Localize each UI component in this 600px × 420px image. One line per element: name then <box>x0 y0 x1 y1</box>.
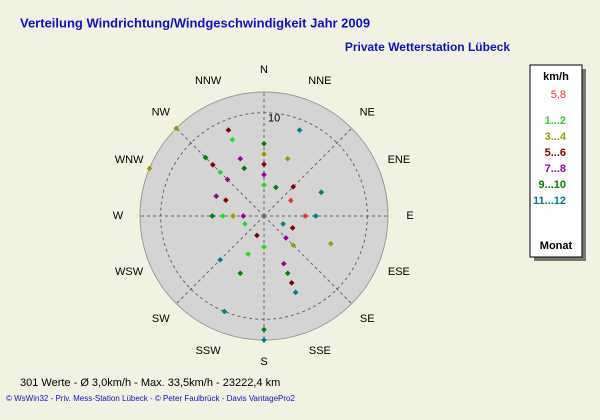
wind-point <box>202 154 209 161</box>
wind-point <box>219 213 226 219</box>
spoke <box>263 127 353 217</box>
r-tick-label: 10 <box>268 113 280 125</box>
wind-point <box>261 337 267 343</box>
direction-label: NNE <box>308 75 331 87</box>
wind-point <box>289 225 296 231</box>
direction-label: NW <box>152 107 171 119</box>
wind-point <box>318 189 325 196</box>
credits: © WsWin32 - Priv. Mess-Station Lübeck - … <box>6 394 295 403</box>
direction-label: NE <box>360 107 375 119</box>
wind-point <box>240 213 247 219</box>
wind-point <box>217 169 223 175</box>
direction-label: NNW <box>195 75 222 87</box>
wind-point <box>210 162 216 168</box>
wind-point <box>284 270 291 277</box>
grid-ring <box>160 112 368 320</box>
wind-point <box>225 127 232 133</box>
wind-point <box>261 182 267 188</box>
wind-point <box>173 125 180 132</box>
legend-box <box>529 64 583 258</box>
direction-label: W <box>113 210 124 222</box>
direction-label: WNW <box>115 154 144 166</box>
wind-point <box>217 257 223 263</box>
wind-point <box>261 244 267 250</box>
wind-point <box>302 213 309 219</box>
spoke <box>263 215 353 305</box>
direction-label: SSW <box>196 345 222 357</box>
legend-entry: 7...8 <box>545 163 566 175</box>
wind-point <box>224 176 231 183</box>
wind-point <box>221 308 228 315</box>
wind-point <box>292 289 299 296</box>
wind-point <box>229 136 236 143</box>
direction-label: N <box>260 64 268 76</box>
direction-label: S <box>260 356 267 368</box>
wind-point <box>261 326 267 333</box>
wind-point <box>327 240 334 247</box>
wind-point <box>237 270 244 277</box>
wind-point <box>261 140 267 147</box>
direction-label: ESE <box>388 266 410 278</box>
wind-point <box>273 184 279 191</box>
wind-point <box>213 193 220 200</box>
wind-point <box>222 197 229 204</box>
wind-point <box>296 127 303 133</box>
wind-point <box>290 242 297 249</box>
wind-point <box>261 151 267 157</box>
direction-label: SW <box>152 313 170 325</box>
wind-point <box>230 213 236 219</box>
wind-point <box>283 235 289 241</box>
chart-subtitle: Private Wetterstation Lübeck <box>345 40 510 54</box>
wind-point <box>288 279 295 286</box>
direction-label: SSE <box>309 345 331 357</box>
wind-point <box>146 165 153 172</box>
wind-point <box>254 232 260 239</box>
wind-point <box>284 155 291 162</box>
chart-title: Verteilung Windrichtung/Windgeschwindigk… <box>20 15 370 30</box>
wind-point <box>261 171 267 178</box>
legend-title: km/h <box>543 71 569 83</box>
legend-entry: 5,8 <box>551 89 566 101</box>
wind-point <box>241 165 248 172</box>
wind-point <box>280 260 287 267</box>
legend-entry: 1...2 <box>545 115 566 127</box>
wind-point <box>261 161 267 168</box>
wind-point <box>242 221 248 227</box>
direction-label: E <box>406 210 413 222</box>
direction-label: WSW <box>115 266 144 278</box>
legend-entry: 3...4 <box>545 131 567 143</box>
direction-label: SE <box>360 313 375 325</box>
legend-entry: 11...12 <box>533 195 566 207</box>
legend-entry: 5...6 <box>545 147 566 159</box>
footer: 301 Werte - Ø 3,0km/h - Max. 33,5km/h - … <box>20 377 280 389</box>
direction-label: ENE <box>388 154 411 166</box>
wind-point <box>280 221 286 227</box>
wind-point <box>290 183 297 190</box>
wind-point <box>209 213 216 219</box>
legend-footer: Monat <box>540 240 573 252</box>
wind-point <box>288 197 294 204</box>
wind-point <box>237 155 244 162</box>
legend-entry: 9...10 <box>538 179 566 191</box>
wind-point <box>312 213 319 219</box>
